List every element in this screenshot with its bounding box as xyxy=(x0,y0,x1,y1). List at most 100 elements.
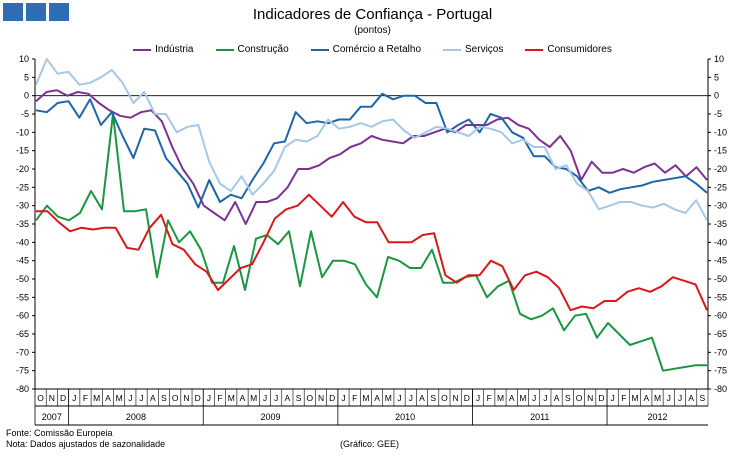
x-tick-label: J xyxy=(532,393,536,403)
legend-label: Consumidores xyxy=(547,44,612,55)
y-tick-label-left: -80 xyxy=(16,384,29,394)
x-tick-label: A xyxy=(285,393,291,403)
x-tick-label: A xyxy=(554,393,560,403)
y-tick-label-right: -30 xyxy=(714,201,727,211)
legend-swatch xyxy=(133,48,152,51)
x-tick-label: J xyxy=(667,393,671,403)
x-tick-label: N xyxy=(453,393,459,403)
footer-credit: (Gráfico: GEE) xyxy=(340,439,400,449)
y-tick-label-left: -5 xyxy=(21,109,29,119)
x-tick-label: S xyxy=(565,393,571,403)
logo-block xyxy=(49,3,69,21)
logo-block xyxy=(3,3,23,21)
x-tick-label: D xyxy=(329,393,335,403)
x-tick-label: J xyxy=(611,393,615,403)
chart-title: Indicadores de Confiança - Portugal xyxy=(252,6,493,23)
legend-item: Indústria xyxy=(133,44,194,55)
x-tick-label: J xyxy=(128,393,132,403)
x-tick-label: M xyxy=(362,393,369,403)
x-tick-label: J xyxy=(409,393,413,403)
x-tick-label: A xyxy=(419,393,425,403)
y-tick-label-right: 0 xyxy=(714,91,719,101)
y-tick-label-right: -25 xyxy=(714,182,727,192)
legend-item: Serviços xyxy=(443,44,503,55)
legend-item: Comércio a Retalho xyxy=(310,44,421,55)
y-tick-label-left: -65 xyxy=(16,329,29,339)
series-line-ind-stria xyxy=(35,89,708,225)
chart-subtitle: (pontos) xyxy=(354,25,391,36)
x-tick-label: J xyxy=(139,393,143,403)
x-tick-label: S xyxy=(161,393,167,403)
y-tick-label-left: 0 xyxy=(24,91,29,101)
y-tick-label-left: -15 xyxy=(16,146,29,156)
x-tick-label: A xyxy=(374,393,380,403)
y-tick-label-left: -30 xyxy=(16,201,29,211)
x-tick-label: J xyxy=(263,393,267,403)
legend-label: Serviços xyxy=(465,44,504,55)
y-tick-label-right: -45 xyxy=(714,256,727,266)
x-tick-label: A xyxy=(240,393,246,403)
y-tick-label-right: -5 xyxy=(714,109,722,119)
legend-swatch xyxy=(525,48,544,51)
legend-label: Construção xyxy=(237,44,289,55)
series-line-consumidores xyxy=(36,193,708,312)
x-tick-label: A xyxy=(688,393,694,403)
year-label: 2011 xyxy=(530,412,549,422)
x-tick-label: M xyxy=(116,393,123,403)
x-tick-label: N xyxy=(49,393,55,403)
x-tick-label: M xyxy=(497,393,504,403)
series-line-constru-o xyxy=(35,113,707,372)
x-tick-label: F xyxy=(83,393,88,403)
y-tick-label-right: -15 xyxy=(714,146,727,156)
x-tick-label: J xyxy=(341,393,345,403)
legend-item: Consumidores xyxy=(525,44,612,55)
y-tick-label-left: -70 xyxy=(16,347,29,357)
x-tick-label: J xyxy=(207,393,211,403)
year-label: 2012 xyxy=(648,412,668,422)
y-tick-label-right: -65 xyxy=(714,329,727,339)
x-tick-label: S xyxy=(296,393,302,403)
x-tick-label: M xyxy=(93,393,100,403)
x-tick-label: M xyxy=(519,393,526,403)
x-tick-label: J xyxy=(274,393,278,403)
x-tick-label: D xyxy=(464,393,470,403)
x-tick-label: A xyxy=(509,393,515,403)
y-tick-label-left: -50 xyxy=(16,274,29,284)
y-tick-label-left: -25 xyxy=(16,182,29,192)
x-tick-label: M xyxy=(228,393,235,403)
chart-legend: Indústria Construção Comércio a Retalho Ser… xyxy=(0,44,745,55)
y-tick-label-left: -20 xyxy=(16,164,29,174)
y-tick-label-left: 10 xyxy=(19,54,29,64)
y-tick-label-right: -35 xyxy=(714,219,727,229)
x-tick-label: M xyxy=(385,393,392,403)
x-tick-label: O xyxy=(576,393,583,403)
y-tick-label-right: -75 xyxy=(714,366,727,376)
x-tick-label: F xyxy=(217,393,222,403)
y-tick-label-right: -10 xyxy=(714,127,727,137)
x-tick-label: J xyxy=(543,393,547,403)
y-tick-label-right: 10 xyxy=(714,54,724,64)
y-tick-label-left: -10 xyxy=(16,127,29,137)
y-tick-label-left: -55 xyxy=(16,292,29,302)
footer-source: Fonte: Comissão Europeia xyxy=(6,428,113,438)
legend-item: Construção xyxy=(215,44,289,55)
legend-label: Indústria xyxy=(155,44,194,55)
y-tick-label-right: -55 xyxy=(714,292,727,302)
y-tick-label-left: -75 xyxy=(16,366,29,376)
x-tick-label: J xyxy=(72,393,76,403)
y-tick-label-right: -80 xyxy=(714,384,727,394)
y-tick-label-left: -35 xyxy=(16,219,29,229)
y-tick-label-right: -70 xyxy=(714,347,727,357)
x-tick-label: J xyxy=(476,393,480,403)
y-tick-label-right: 5 xyxy=(714,72,719,82)
year-label: 2010 xyxy=(395,412,415,422)
x-tick-label: O xyxy=(441,393,448,403)
x-tick-label: M xyxy=(632,393,639,403)
x-tick-label: A xyxy=(643,393,649,403)
y-tick-label-left: 5 xyxy=(24,72,29,82)
x-tick-label: F xyxy=(621,393,626,403)
gee-logo-blocks xyxy=(3,3,69,21)
x-tick-label: F xyxy=(487,393,492,403)
legend-swatch xyxy=(215,48,234,51)
